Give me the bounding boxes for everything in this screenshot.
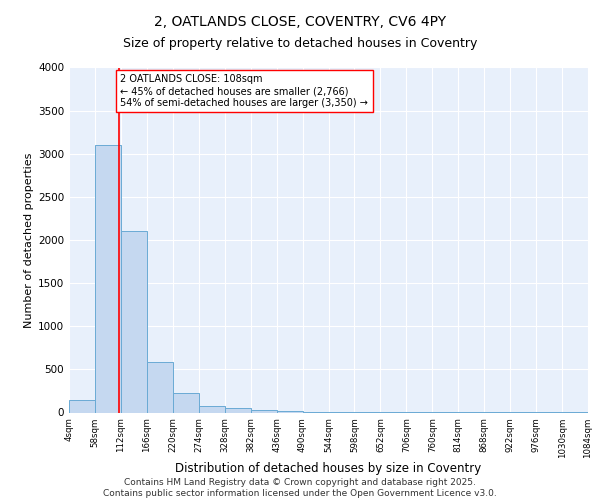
Bar: [225, 408, 251, 412]
Text: 2, OATLANDS CLOSE, COVENTRY, CV6 4PY: 2, OATLANDS CLOSE, COVENTRY, CV6 4PY: [154, 15, 446, 29]
Bar: [69, 400, 95, 412]
X-axis label: Distribution of detached houses by size in Coventry: Distribution of detached houses by size …: [175, 462, 482, 475]
Bar: [95, 145, 121, 412]
Bar: [199, 406, 224, 412]
Bar: [121, 232, 147, 412]
Y-axis label: Number of detached properties: Number of detached properties: [24, 152, 34, 328]
Text: 2 OATLANDS CLOSE: 108sqm
← 45% of detached houses are smaller (2,766)
54% of sem: 2 OATLANDS CLOSE: 108sqm ← 45% of detach…: [121, 74, 368, 108]
Text: Size of property relative to detached houses in Coventry: Size of property relative to detached ho…: [123, 38, 477, 51]
Bar: [173, 392, 199, 412]
Bar: [251, 410, 277, 412]
Text: Contains HM Land Registry data © Crown copyright and database right 2025.
Contai: Contains HM Land Registry data © Crown c…: [103, 478, 497, 498]
Bar: [277, 411, 302, 412]
Bar: [147, 362, 173, 412]
